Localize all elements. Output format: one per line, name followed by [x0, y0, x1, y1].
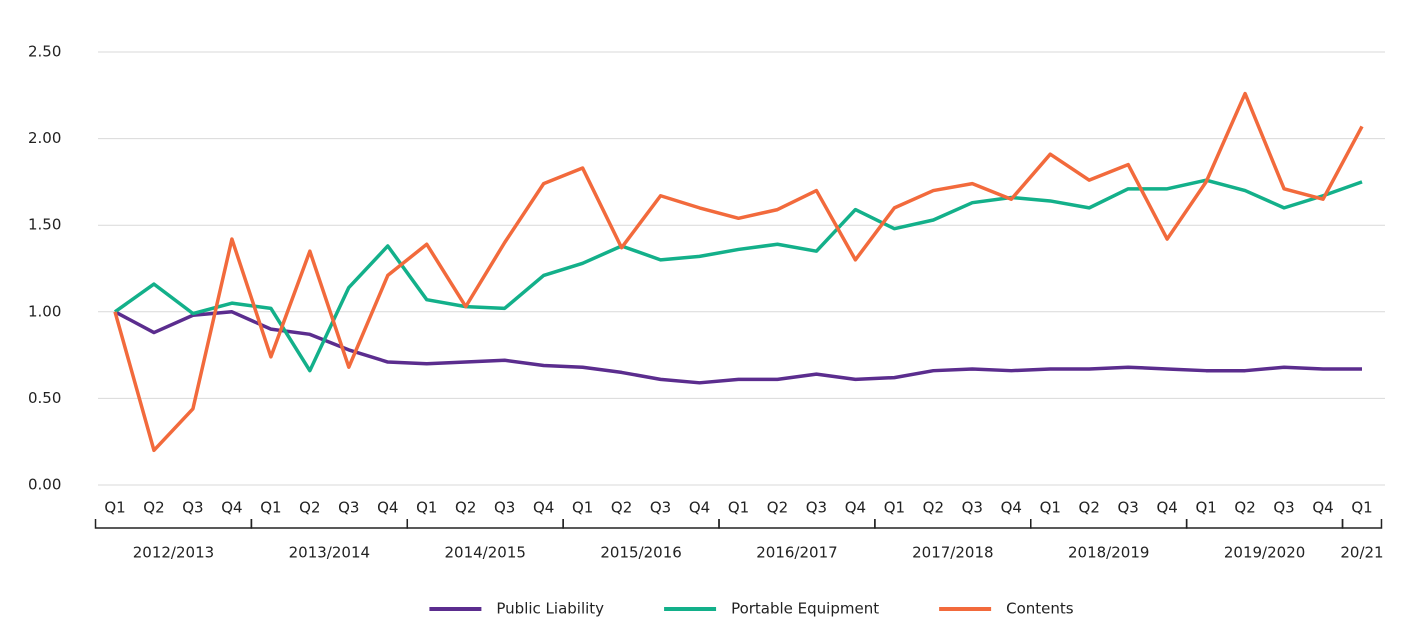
- x-tick-label: Q3: [806, 499, 827, 517]
- x-tick-label: Q1: [1195, 499, 1216, 517]
- group-bracket: [1030, 519, 1188, 529]
- group-bracket: [406, 519, 564, 529]
- group-bracket: [562, 519, 720, 529]
- x-tick-label: Q1: [572, 499, 593, 517]
- x-tick-label: Q1: [728, 499, 749, 517]
- x-tick-label: Q1: [104, 499, 125, 517]
- x-tick-label: Q3: [494, 499, 515, 517]
- y-tick-label: 0.50: [28, 389, 61, 407]
- group-bracket: [874, 519, 1032, 529]
- group-bracket: [1341, 519, 1383, 529]
- x-tick-label: Q2: [767, 499, 788, 517]
- x-tick-label: Q2: [143, 499, 164, 517]
- x-group-label: 2015/2016: [600, 544, 681, 562]
- group-bracket: [1185, 519, 1344, 529]
- x-tick-label: Q3: [1273, 499, 1294, 517]
- y-tick-label: 2.00: [28, 129, 61, 147]
- x-group-label: 2014/2015: [445, 544, 526, 562]
- x-tick-label: Q2: [1234, 499, 1255, 517]
- x-group-label: 20/21: [1340, 544, 1383, 562]
- x-tick-label: Q3: [962, 499, 983, 517]
- x-group-label: 2013/2014: [289, 544, 370, 562]
- y-tick-label: 1.50: [28, 216, 61, 234]
- series-line: [113, 91, 1364, 453]
- x-group-label: 2016/2017: [756, 544, 837, 562]
- x-tick-label: Q4: [689, 499, 710, 517]
- x-tick-label: Q4: [377, 499, 398, 517]
- legend-label: Portable Equipment: [731, 600, 879, 618]
- x-tick-label: Q4: [221, 499, 242, 517]
- x-group-label: 2012/2013: [133, 544, 214, 562]
- x-tick-label: Q1: [260, 499, 281, 517]
- x-tick-label: Q3: [650, 499, 671, 517]
- group-bracket: [250, 519, 409, 529]
- y-tick-label: 2.50: [28, 43, 61, 61]
- x-tick-label: Q3: [338, 499, 359, 517]
- group-bracket: [718, 519, 876, 529]
- x-tick-label: Q4: [1312, 499, 1333, 517]
- x-tick-label: Q1: [416, 499, 437, 517]
- x-tick-label: Q2: [611, 499, 632, 517]
- x-tick-label: Q1: [884, 499, 905, 517]
- series-line: [113, 178, 1363, 373]
- legend-label: Contents: [1006, 600, 1074, 618]
- series-line: [114, 310, 1362, 385]
- x-group-label: 2017/2018: [912, 544, 993, 562]
- x-tick-label: Q1: [1040, 499, 1061, 517]
- x-tick-label: Q2: [455, 499, 476, 517]
- y-tick-label: 1.00: [28, 302, 61, 320]
- x-tick-label: Q3: [182, 499, 203, 517]
- x-tick-label: Q2: [1079, 499, 1100, 517]
- x-group-label: 2018/2019: [1068, 544, 1149, 562]
- x-tick-label: Q4: [1156, 499, 1177, 517]
- x-tick-label: Q2: [299, 499, 320, 517]
- x-group-label: 2019/2020: [1224, 544, 1305, 562]
- group-bracket: [94, 519, 253, 529]
- legend-label: Public Liability: [496, 600, 604, 618]
- y-tick-label: 0.00: [28, 476, 61, 494]
- x-tick-label: Q4: [1001, 499, 1022, 517]
- x-tick-label: Q3: [1118, 499, 1139, 517]
- x-tick-label: Q4: [845, 499, 866, 517]
- x-tick-label: Q1: [1351, 499, 1372, 517]
- x-tick-label: Q4: [533, 499, 554, 517]
- x-tick-label: Q2: [923, 499, 944, 517]
